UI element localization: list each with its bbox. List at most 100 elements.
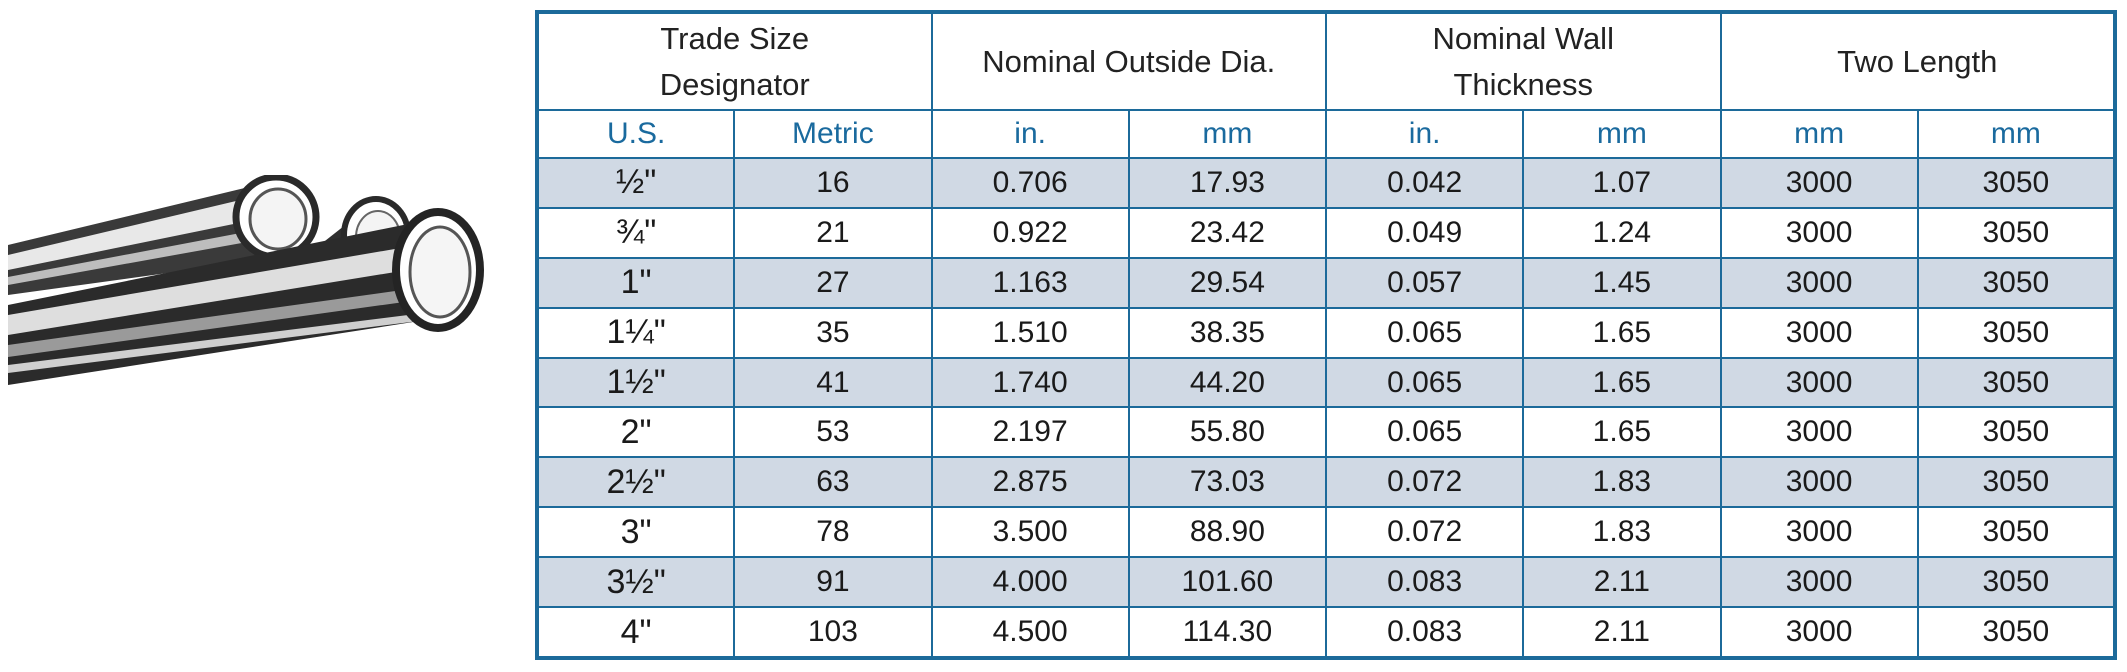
cell-length-1: 3000	[1719, 606, 1919, 659]
cell-od-in: 1.163	[930, 256, 1130, 309]
pipe-front	[8, 208, 484, 385]
cell-length-1: 3000	[1719, 356, 1919, 409]
cell-metric: 103	[733, 606, 933, 659]
cell-wall-in: 0.083	[1324, 556, 1525, 609]
cell-length-2: 3050	[1916, 306, 2117, 359]
cell-length-2: 3050	[1916, 406, 2117, 459]
pipe-spec-table: Trade Size Designator Nominal Outside Di…	[535, 10, 2117, 660]
table-row: 3" 78 3.500 88.90 0.072 1.83 3000 3050	[535, 506, 2117, 559]
cell-us: 3"	[535, 506, 736, 559]
cell-us: ½"	[535, 157, 736, 209]
cell-length-2: 3050	[1916, 606, 2117, 659]
cell-wall-mm: 2.11	[1522, 606, 1722, 659]
unit-wall-in: in.	[1324, 109, 1525, 159]
cell-length-2: 3050	[1916, 206, 2117, 259]
cell-metric: 63	[733, 456, 933, 509]
cell-length-2: 3050	[1916, 506, 2117, 559]
cell-od-mm: 17.93	[1127, 157, 1328, 209]
cell-wall-mm: 1.65	[1522, 406, 1722, 459]
header-unit-row: U.S. Metric in. mm in. mm mm mm	[535, 109, 2117, 159]
cell-length-2: 3050	[1916, 456, 2117, 509]
cell-od-in: 4.500	[930, 606, 1130, 659]
cell-length-1: 3000	[1719, 556, 1919, 609]
cell-length-2: 3050	[1916, 157, 2117, 209]
cell-us: 2½"	[535, 456, 736, 509]
unit-us: U.S.	[535, 109, 736, 159]
cell-od-mm: 29.54	[1127, 256, 1328, 309]
cell-od-mm: 73.03	[1127, 456, 1328, 509]
cell-od-in: 2.875	[930, 456, 1130, 509]
header-wall-thickness: Nominal Wall Thickness	[1325, 11, 1722, 111]
cell-od-in: 2.197	[930, 406, 1130, 459]
cell-wall-mm: 1.83	[1522, 506, 1722, 559]
cell-metric: 78	[733, 506, 933, 559]
table-row: 1¼" 35 1.510 38.35 0.065 1.65 3000 3050	[535, 306, 2117, 359]
unit-od-in: in.	[930, 109, 1130, 159]
cell-od-in: 0.706	[930, 157, 1130, 209]
header-group-row: Trade Size Designator Nominal Outside Di…	[536, 11, 2116, 111]
table-row: 4" 103 4.500 114.30 0.083 2.11 3000 3050	[535, 606, 2117, 659]
cell-od-in: 1.510	[930, 306, 1130, 359]
cell-od-mm: 23.42	[1127, 206, 1328, 259]
cell-length-2: 3050	[1916, 556, 2117, 609]
cell-us: 1½"	[535, 356, 736, 409]
cell-length-1: 3000	[1719, 506, 1919, 559]
cell-length-1: 3000	[1719, 406, 1919, 459]
pipe-upper	[8, 175, 320, 295]
cell-wall-in: 0.065	[1324, 356, 1525, 409]
table-row: 2" 53 2.197 55.80 0.065 1.65 3000 3050	[535, 406, 2117, 459]
cell-wall-mm: 2.11	[1522, 556, 1722, 609]
cell-length-1: 3000	[1719, 456, 1919, 509]
cell-wall-mm: 1.07	[1522, 157, 1722, 209]
cell-metric: 35	[733, 306, 933, 359]
cell-od-mm: 44.20	[1127, 356, 1328, 409]
header-two-length: Two Length	[1719, 11, 2116, 111]
cell-od-in: 3.500	[930, 506, 1130, 559]
cell-wall-in: 0.072	[1324, 456, 1525, 509]
cell-wall-in: 0.057	[1324, 256, 1525, 309]
unit-length-2: mm	[1916, 109, 2117, 159]
table-row: 1" 27 1.163 29.54 0.057 1.45 3000 3050	[535, 256, 2117, 309]
cell-metric: 16	[733, 157, 933, 209]
unit-wall-mm: mm	[1522, 109, 1722, 159]
cell-od-mm: 38.35	[1127, 306, 1328, 359]
cell-wall-in: 0.072	[1324, 506, 1525, 559]
cell-od-in: 4.000	[930, 556, 1130, 609]
cell-od-mm: 88.90	[1127, 506, 1328, 559]
pipes-illustration	[8, 175, 484, 385]
cell-us: 2"	[535, 406, 736, 459]
cell-od-in: 1.740	[930, 356, 1130, 409]
cell-length-1: 3000	[1719, 206, 1919, 259]
header-trade-size: Trade Size Designator	[536, 11, 933, 111]
cell-metric: 91	[733, 556, 933, 609]
cell-wall-mm: 1.65	[1522, 356, 1722, 409]
table-row: ¾" 21 0.922 23.42 0.049 1.24 3000 3050	[535, 206, 2117, 259]
cell-length-1: 3000	[1719, 256, 1919, 309]
cell-wall-in: 0.083	[1324, 606, 1525, 659]
table-row: 3½" 91 4.000 101.60 0.083 2.11 3000 3050	[535, 556, 2117, 609]
cell-wall-mm: 1.24	[1522, 206, 1722, 259]
unit-od-mm: mm	[1127, 109, 1328, 159]
table-row: ½" 16 0.706 17.93 0.042 1.07 3000 3050	[535, 157, 2117, 209]
cell-wall-in: 0.065	[1324, 406, 1525, 459]
table-row: 2½" 63 2.875 73.03 0.072 1.83 3000 3050	[535, 456, 2117, 509]
header-outside-dia: Nominal Outside Dia.	[930, 11, 1327, 111]
cell-od-mm: 114.30	[1127, 606, 1328, 659]
cell-length-2: 3050	[1916, 356, 2117, 409]
cell-wall-in: 0.042	[1324, 157, 1525, 209]
cell-od-mm: 55.80	[1127, 406, 1328, 459]
cell-length-1: 3000	[1719, 306, 1919, 359]
cell-od-in: 0.922	[930, 206, 1130, 259]
cell-metric: 41	[733, 356, 933, 409]
cell-metric: 53	[733, 406, 933, 459]
cell-wall-in: 0.049	[1324, 206, 1525, 259]
cell-od-mm: 101.60	[1127, 556, 1328, 609]
cell-wall-mm: 1.83	[1522, 456, 1722, 509]
cell-length-1: 3000	[1719, 157, 1919, 209]
cell-us: 3½"	[535, 556, 736, 609]
cell-wall-mm: 1.45	[1522, 256, 1722, 309]
unit-metric: Metric	[733, 109, 933, 159]
cell-us: ¾"	[535, 206, 736, 259]
cell-wall-in: 0.065	[1324, 306, 1525, 359]
cell-metric: 27	[733, 256, 933, 309]
